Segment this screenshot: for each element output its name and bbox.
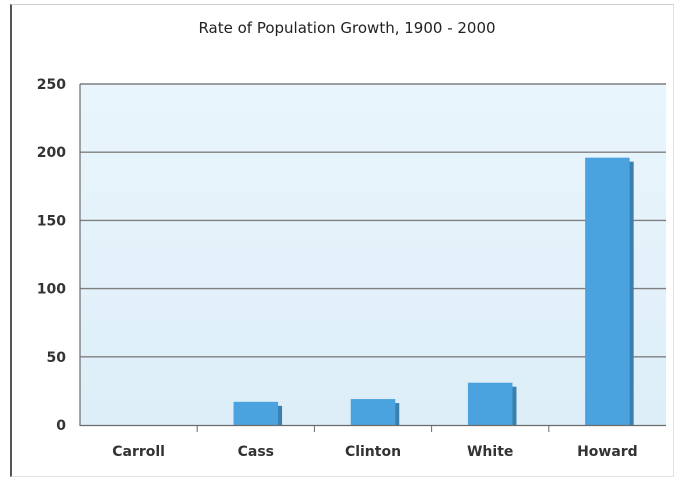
x-tick-label: Clinton	[345, 444, 401, 460]
bar	[585, 157, 630, 425]
x-tick-label: Carroll	[112, 444, 165, 460]
y-tick-labels: 0 50 100 150 200 250	[37, 77, 66, 434]
x-tick-label: White	[467, 444, 513, 460]
x-tick-labels: Carroll Cass Clinton White Howard	[112, 425, 638, 460]
y-tick-label: 200	[37, 145, 66, 161]
gridlines	[80, 83, 666, 358]
y-tick-label: 250	[37, 77, 66, 93]
bars	[233, 157, 634, 425]
chart-title: Rate of Population Growth, 1900 - 2000	[198, 19, 495, 37]
plot-area	[80, 84, 666, 425]
bar	[233, 401, 279, 425]
bar	[467, 382, 513, 425]
x-tick-label: Cass	[238, 444, 274, 460]
y-tick-label: 100	[37, 282, 66, 298]
x-tick-label: Howard	[577, 444, 638, 460]
bar	[350, 399, 396, 425]
y-tick-label: 0	[56, 418, 66, 434]
y-tick-label: 150	[37, 213, 66, 229]
y-tick-label: 50	[47, 350, 67, 366]
